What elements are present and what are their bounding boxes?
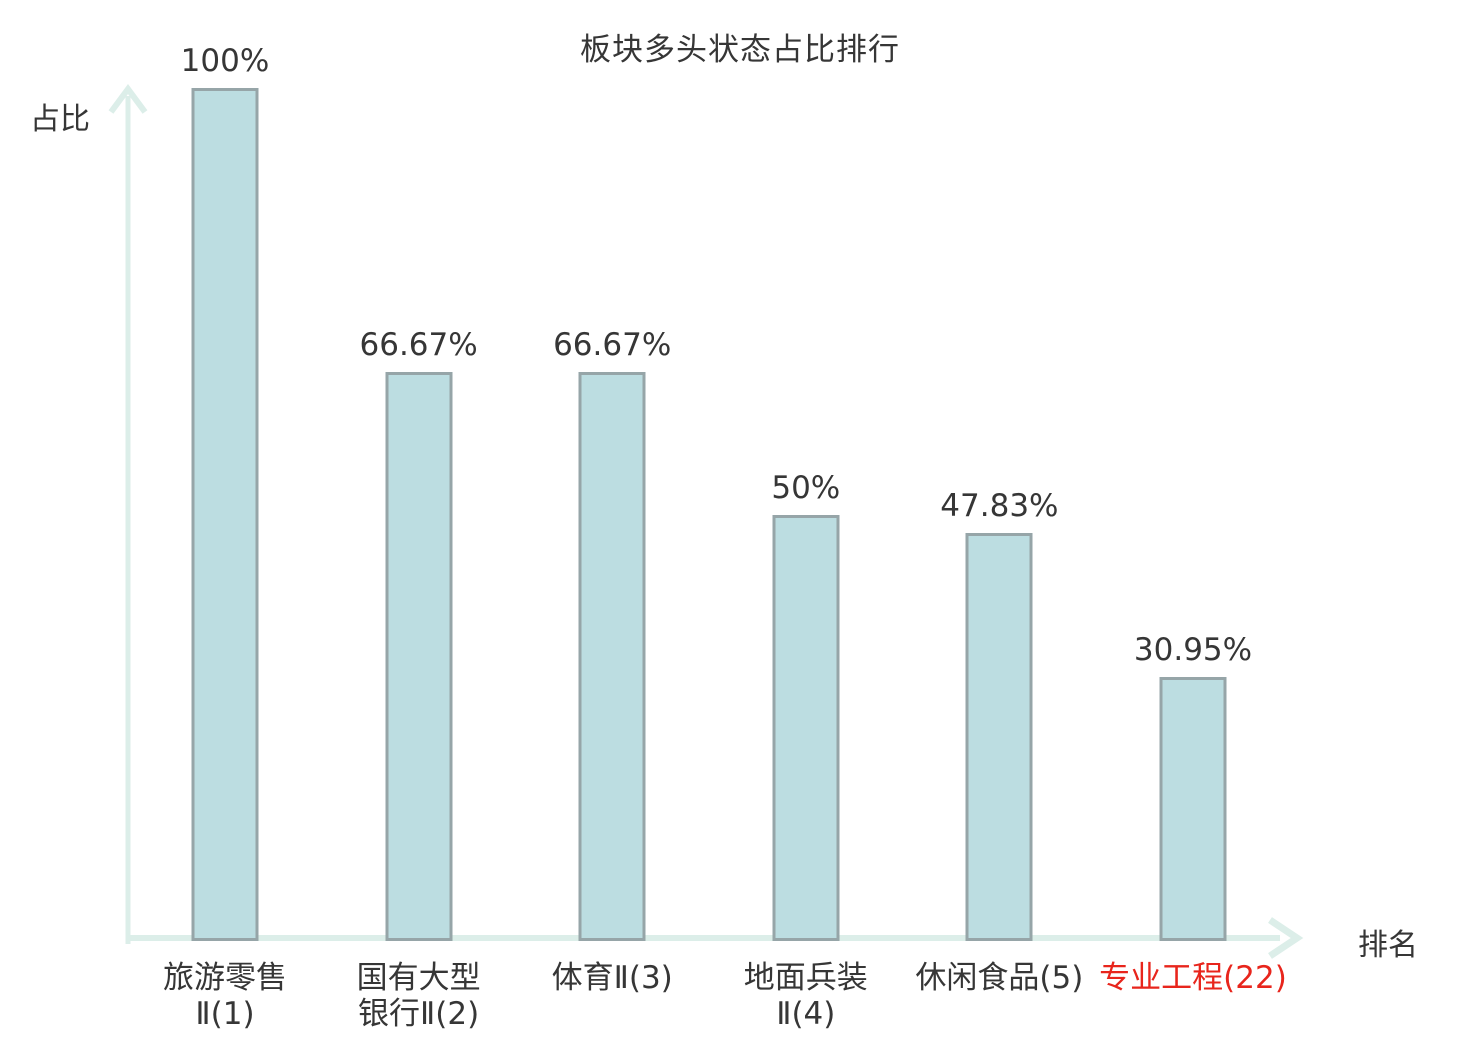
bar-value-label: 50% xyxy=(771,469,841,506)
y-axis-label: 占比 xyxy=(30,102,90,137)
bar xyxy=(578,372,646,941)
bar-category-label-line: 专业工程(22) xyxy=(1099,960,1287,996)
bar-category-label-line: 银行Ⅱ(2) xyxy=(358,996,480,1032)
bar-category-label-line: 国有大型 xyxy=(356,960,481,996)
x-axis-arrow-icon xyxy=(1268,917,1304,959)
y-axis-arrow-icon xyxy=(108,83,148,114)
bar-value-label: 30.95% xyxy=(1133,631,1253,668)
bar-category-label-line: Ⅱ(1) xyxy=(195,996,255,1032)
bar-value-label: 100% xyxy=(180,43,270,79)
bar-category-label: 体育Ⅱ(3) xyxy=(552,960,673,996)
bar-category-label-line: 旅游零售 xyxy=(163,960,287,996)
bar xyxy=(772,514,840,941)
bar-category-label: 旅游零售 Ⅱ(1) xyxy=(163,960,287,1032)
bar xyxy=(1159,676,1227,941)
bar xyxy=(385,372,453,941)
bar-category-label-line: Ⅱ(4) xyxy=(776,996,836,1032)
bar-category-label: 专业工程(22) xyxy=(1099,960,1287,996)
bar-category-label-line: 地面兵装 xyxy=(743,960,868,996)
bar xyxy=(965,533,1033,941)
bar xyxy=(191,88,259,941)
bar-category-label: 地面兵装 Ⅱ(4) xyxy=(744,960,868,1032)
bar-value-label: 66.67% xyxy=(553,327,672,364)
bar-value-label: 47.83% xyxy=(940,488,1059,524)
x-axis-label: 排名 xyxy=(1358,928,1418,963)
bar-category-label-line: 体育Ⅱ(3) xyxy=(551,960,673,996)
chart-title: 板块多头状态占比排行 xyxy=(580,32,900,68)
bar-category-label-line: 休闲食品(5) xyxy=(915,960,1084,996)
bar-category-label: 国有大型 银行Ⅱ(2) xyxy=(357,960,481,1032)
bar-value-label: 66.67% xyxy=(359,327,478,364)
bar-category-label: 休闲食品(5) xyxy=(915,960,1083,996)
